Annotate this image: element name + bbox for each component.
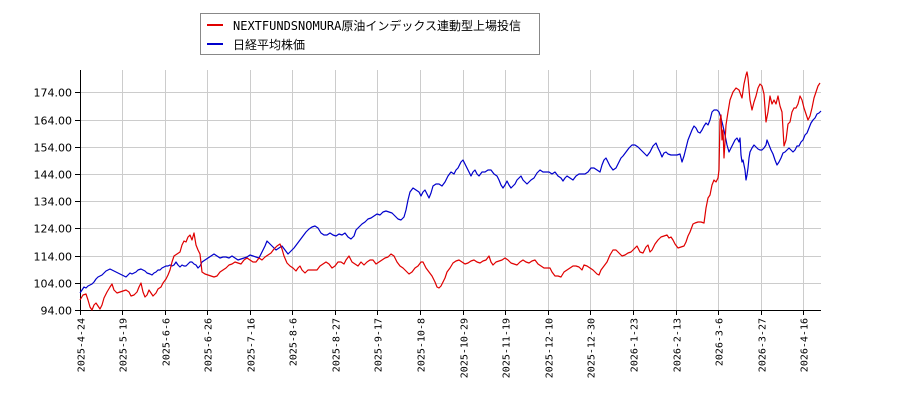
series-lines	[79, 71, 822, 311]
y-tick-label: 124.00	[34, 223, 73, 236]
x-tick-label: 2026-3-27	[758, 318, 769, 372]
x-tick-label: 2025-8-27	[332, 318, 343, 372]
x-tick-label: 2025-12-30	[587, 318, 598, 378]
legend: NEXTFUNDSNOMURA原油インデックス連動型上場投信 日経平均株価	[200, 13, 540, 55]
x-tick-label: 2025-7-16	[247, 318, 258, 372]
y-tick-label: 154.00	[34, 142, 73, 155]
x-tick-label: 2025-12-10	[545, 318, 556, 378]
y-tick-label: 144.00	[34, 169, 73, 182]
y-tick-label: 94.00	[41, 305, 73, 318]
x-tick-label: 2025-6-6	[162, 318, 173, 366]
x-tick-label: 2026-4-16	[800, 318, 811, 372]
series-nikkei-line	[79, 109, 822, 294]
x-axis-ticks: 2025-4-24 2025-5-19 2025-6-6 2025-6-26 2025-…	[77, 310, 811, 378]
x-tick-label: 2026-3-6	[715, 318, 726, 366]
y-axis-ticks: 94.00 104.00 114.00 124.00 134.00 144.00 154.0…	[34, 87, 80, 318]
x-tick-label: 2026-2-13	[673, 318, 684, 372]
legend-label: 日経平均株価	[233, 37, 306, 52]
x-tick-label: 2025-9-17	[374, 318, 385, 372]
y-tick-label: 104.00	[34, 278, 73, 291]
x-tick-label: 2025-11-19	[502, 318, 513, 378]
legend-swatch-red	[207, 24, 223, 26]
x-tick-label: 2025-4-24	[77, 318, 88, 372]
axes	[80, 70, 821, 311]
y-tick-label: 164.00	[34, 115, 73, 128]
x-tick-label: 2025-10-29	[460, 318, 471, 378]
legend-item-crude-oil-etf: NEXTFUNDSNOMURA原油インデックス連動型上場投信	[207, 16, 521, 34]
x-tick-label: 2025-10-8	[417, 318, 428, 372]
x-tick-label: 2025-5-19	[119, 318, 130, 372]
y-tick-label: 134.00	[34, 196, 73, 209]
x-tick-label: 2025-6-26	[204, 318, 215, 372]
x-tick-label: 2026-1-23	[630, 318, 641, 372]
y-tick-label: 174.00	[34, 87, 73, 100]
legend-label: NEXTFUNDSNOMURA原油インデックス連動型上場投信	[233, 18, 522, 33]
y-tick-label: 114.00	[34, 251, 73, 264]
legend-item-nikkei: 日経平均株価	[207, 35, 305, 53]
x-tick-label: 2025-8-6	[289, 318, 300, 366]
legend-swatch-blue	[207, 43, 223, 45]
series-crude-oil-etf-line	[79, 71, 821, 311]
grid-lines	[80, 70, 821, 310]
